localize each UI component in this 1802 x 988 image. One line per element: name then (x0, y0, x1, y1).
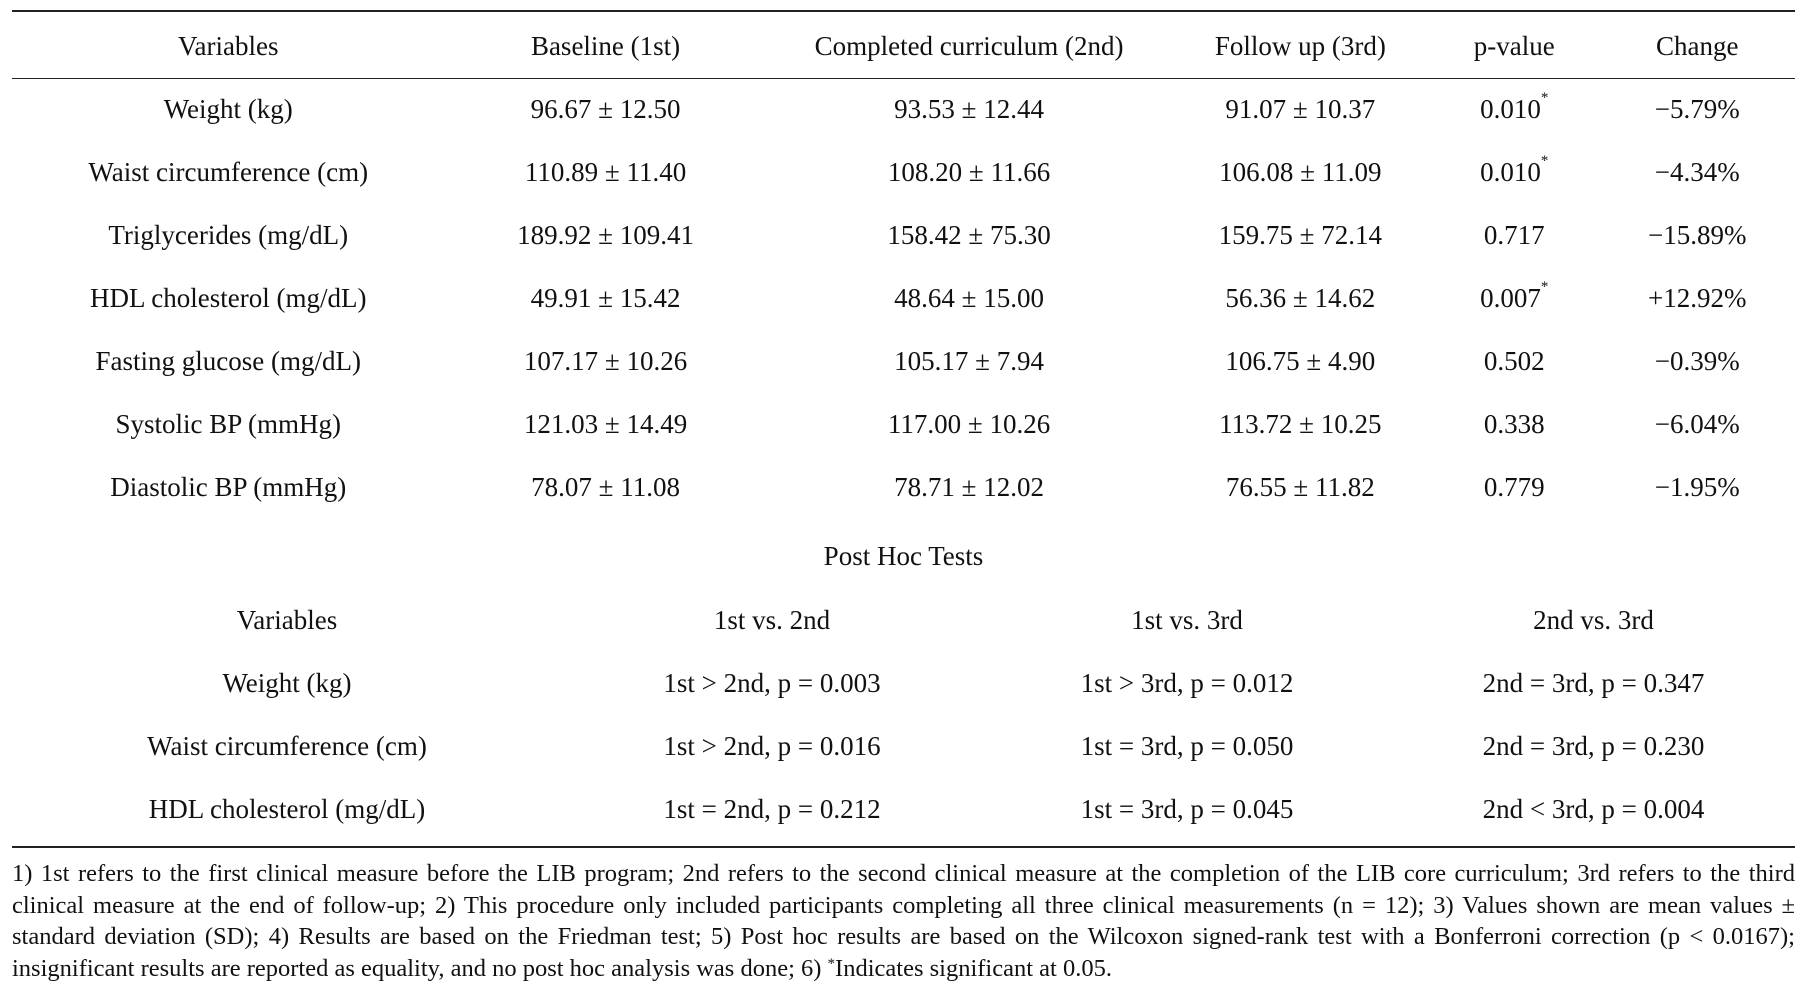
follow-up-cell: 106.75 ± 4.90 (1225, 346, 1376, 376)
follow-up-cell: 56.36 ± 14.62 (1225, 283, 1376, 313)
p-value-cell: 0.717 (1429, 204, 1599, 267)
variable-cell: Waist circumference (cm) (88, 157, 369, 187)
posthoc-variable-cell: Weight (kg) (222, 668, 352, 698)
table-row: HDL cholesterol (mg/dL) 49.91 ± 15.42 48… (12, 267, 1795, 330)
header-baseline: Baseline (1st) (530, 30, 681, 61)
footnote-significance-mark: * (827, 955, 836, 972)
change-cell: −0.39% (1654, 346, 1740, 376)
variable-cell: Systolic BP (mmHg) (115, 409, 342, 439)
significance-mark: * (1540, 90, 1549, 106)
posthoc-table: Variables 1st vs. 2nd 1st vs. 3rd 2nd vs… (12, 588, 1795, 841)
table-row: Weight (kg) 96.67 ± 12.50 93.53 ± 12.44 … (12, 78, 1795, 141)
posthoc-2nd-vs-3rd-cell: 2nd < 3rd, p = 0.004 (1482, 794, 1705, 824)
baseline-cell: 49.91 ± 15.42 (530, 283, 681, 313)
posthoc-header-1st-vs-2nd: 1st vs. 2nd (713, 604, 831, 635)
posthoc-2nd-vs-3rd-cell: 2nd = 3rd, p = 0.230 (1482, 731, 1705, 761)
baseline-cell: 110.89 ± 11.40 (524, 157, 687, 187)
posthoc-header-1st-vs-3rd: 1st vs. 3rd (1131, 604, 1243, 635)
p-value-cell: 0.010* (1429, 78, 1599, 141)
posthoc-header-variables: Variables (236, 604, 338, 635)
change-cell: −5.79% (1654, 94, 1740, 124)
p-value-text: 0.010 (1480, 94, 1541, 124)
change-cell: −1.95% (1654, 472, 1740, 502)
p-value-cell: 0.007* (1429, 267, 1599, 330)
change-cell: +12.92% (1647, 283, 1747, 313)
variable-cell: Triglycerides (mg/dL) (108, 220, 349, 250)
completed-cell: 78.71 ± 12.02 (894, 472, 1044, 502)
p-value-cell: 0.338 (1429, 393, 1599, 456)
p-value-text: 0.010 (1480, 157, 1541, 187)
significance-mark: * (1540, 153, 1549, 169)
header-completed: Completed curriculum (2nd) (814, 30, 1124, 61)
significance-mark: * (1540, 279, 1549, 295)
posthoc-title: Post Hoc Tests (823, 541, 984, 571)
baseline-cell: 96.67 ± 12.50 (530, 94, 681, 124)
p-value-text: 0.338 (1483, 409, 1545, 439)
table-row: Diastolic BP (mmHg) 78.07 ± 11.08 78.71 … (12, 456, 1795, 519)
table-footnote: 1) 1st refers to the first clinical meas… (12, 858, 1795, 984)
posthoc-1st-vs-2nd-cell: 1st > 2nd, p = 0.016 (663, 731, 881, 761)
header-change: Change (1655, 30, 1739, 61)
baseline-cell: 78.07 ± 11.08 (531, 472, 680, 502)
change-cell: −4.34% (1654, 157, 1740, 187)
posthoc-2nd-vs-3rd-cell: 2nd = 3rd, p = 0.347 (1482, 668, 1705, 698)
table-top-rule (12, 10, 1795, 12)
follow-up-cell: 113.72 ± 10.25 (1219, 409, 1382, 439)
p-value-text: 0.007 (1480, 283, 1541, 313)
p-value-text: 0.779 (1483, 472, 1545, 502)
posthoc-1st-vs-3rd-cell: 1st = 3rd, p = 0.050 (1080, 731, 1294, 761)
follow-up-cell: 106.08 ± 11.09 (1219, 157, 1382, 187)
completed-cell: 93.53 ± 12.44 (894, 94, 1044, 124)
posthoc-row: HDL cholesterol (mg/dL) 1st = 2nd, p = 0… (12, 778, 1795, 841)
table-row: Fasting glucose (mg/dL) 107.17 ± 10.26 1… (12, 330, 1795, 393)
variable-cell: Diastolic BP (mmHg) (110, 472, 347, 502)
baseline-cell: 121.03 ± 14.49 (523, 409, 688, 439)
header-rule (12, 78, 1795, 79)
table-row: Waist circumference (cm) 110.89 ± 11.40 … (12, 141, 1795, 204)
change-cell: −6.04% (1654, 409, 1740, 439)
p-value-text: 0.502 (1483, 346, 1545, 376)
footnote-significance-text: Indicates significant at 0.05. (835, 954, 1112, 982)
table-header-row: Variables Baseline (1st) Completed curri… (12, 14, 1795, 78)
baseline-cell: 189.92 ± 109.41 (517, 220, 694, 250)
posthoc-header-row: Variables 1st vs. 2nd 1st vs. 3rd 2nd vs… (12, 588, 1795, 652)
table-bottom-rule (12, 846, 1795, 848)
header-variables: Variables (178, 30, 279, 61)
posthoc-1st-vs-2nd-cell: 1st > 2nd, p = 0.003 (663, 668, 881, 698)
follow-up-cell: 76.55 ± 11.82 (1225, 472, 1375, 502)
p-value-cell: 0.502 (1429, 330, 1599, 393)
p-value-cell: 0.010* (1429, 141, 1599, 204)
footnote-text: 1) 1st refers to the first clinical meas… (12, 860, 1795, 982)
completed-cell: 108.20 ± 11.66 (887, 157, 1051, 187)
posthoc-1st-vs-2nd-cell: 1st = 2nd, p = 0.212 (663, 794, 881, 824)
posthoc-header-2nd-vs-3rd: 2nd vs. 3rd (1533, 604, 1654, 635)
variable-cell: Weight (kg) (163, 94, 293, 124)
follow-up-cell: 91.07 ± 10.37 (1225, 94, 1376, 124)
posthoc-1st-vs-3rd-cell: 1st > 3rd, p = 0.012 (1080, 668, 1294, 698)
posthoc-variable-cell: HDL cholesterol (mg/dL) (148, 794, 426, 824)
change-cell: −15.89% (1647, 220, 1747, 250)
variable-cell: Fasting glucose (mg/dL) (95, 346, 361, 376)
posthoc-1st-vs-3rd-cell: 1st = 3rd, p = 0.045 (1080, 794, 1294, 824)
completed-cell: 158.42 ± 75.30 (887, 220, 1051, 250)
baseline-cell: 107.17 ± 10.26 (523, 346, 688, 376)
header-p-value: p-value (1473, 30, 1555, 61)
posthoc-variable-cell: Waist circumference (cm) (147, 731, 427, 761)
clinical-measures-table: Variables Baseline (1st) Completed curri… (12, 14, 1795, 519)
p-value-text: 0.717 (1483, 220, 1545, 250)
p-value-cell: 0.779 (1429, 456, 1599, 519)
posthoc-row: Weight (kg) 1st > 2nd, p = 0.003 1st > 3… (12, 652, 1795, 715)
completed-cell: 48.64 ± 15.00 (894, 283, 1044, 313)
table-row: Systolic BP (mmHg) 121.03 ± 14.49 117.00… (12, 393, 1795, 456)
table-row: Triglycerides (mg/dL) 189.92 ± 109.41 15… (12, 204, 1795, 267)
completed-cell: 117.00 ± 10.26 (887, 409, 1051, 439)
variable-cell: HDL cholesterol (mg/dL) (90, 283, 367, 313)
header-follow-up: Follow up (3rd) (1214, 30, 1386, 61)
follow-up-cell: 159.75 ± 72.14 (1218, 220, 1382, 250)
completed-cell: 105.17 ± 7.94 (894, 346, 1044, 376)
posthoc-row: Waist circumference (cm) 1st > 2nd, p = … (12, 715, 1795, 778)
